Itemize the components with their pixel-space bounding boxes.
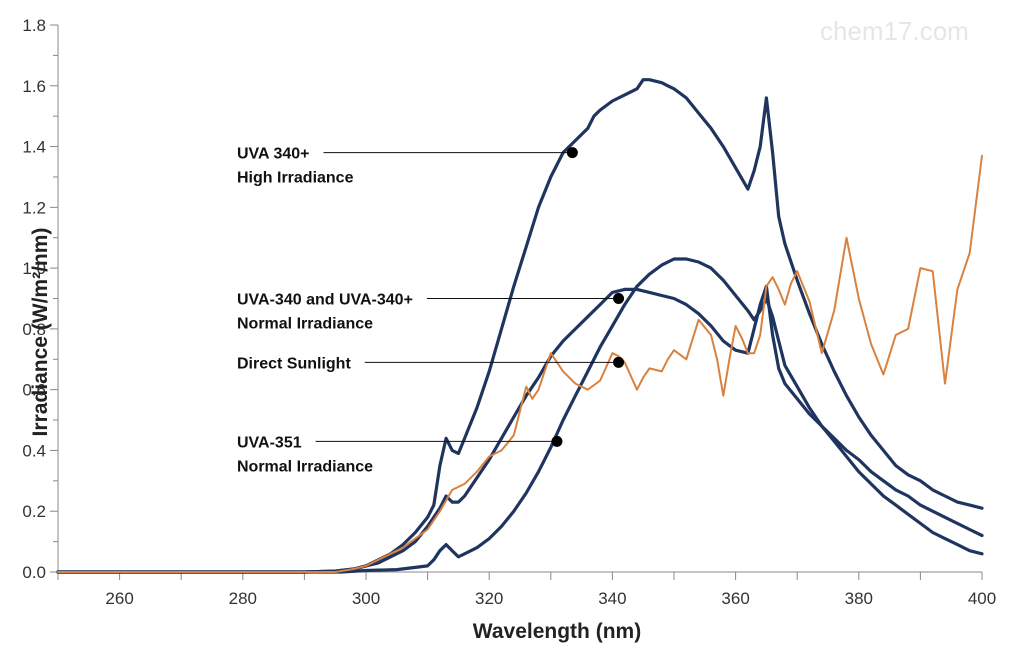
series-line-3	[56, 257, 984, 574]
y-tick-label: 0.6	[22, 381, 46, 400]
annotation-label: UVA 340+	[237, 146, 309, 163]
y-tick-label: 0.0	[22, 563, 46, 582]
annotation-layer: UVA 340+ High Irradiance UVA-340 and UVA-3…	[237, 146, 625, 475]
y-tick-label: 1.6	[22, 77, 46, 96]
series-line-4	[57, 154, 983, 573]
annotation-label: Direct Sunlight	[237, 355, 351, 372]
x-tick-label: 320	[475, 589, 503, 608]
series-layer	[56, 78, 984, 574]
y-tick-label: 0.8	[22, 320, 46, 339]
watermark: chem17.com	[820, 16, 969, 46]
annotation-label: Normal Irradiance	[237, 316, 373, 333]
y-tick-label: 0.2	[22, 502, 46, 521]
annotation-marker	[613, 356, 625, 368]
y-tick-label: 1.0	[22, 259, 46, 278]
annotation-marker	[566, 147, 578, 159]
y-tick-label: 1.2	[22, 198, 46, 217]
x-tick-label: 300	[352, 589, 380, 608]
series-line-1	[56, 78, 984, 574]
annotation-marker	[613, 293, 625, 304]
y-tick-label: 0.4	[22, 441, 46, 460]
annotation-label: High Irradiance	[237, 170, 354, 187]
annotation-label: Normal Irradiance	[237, 458, 373, 475]
x-tick-label: 400	[968, 589, 996, 608]
series-line-2	[56, 284, 984, 574]
x-tick-label: 260	[105, 589, 133, 608]
x-tick-label: 340	[598, 589, 626, 608]
x-tick-label: 380	[845, 589, 873, 608]
annotation-marker	[551, 435, 563, 447]
y-tick-label: 1.8	[22, 16, 46, 35]
y-axis-title: Irradiance (W/m²/nm)	[29, 228, 52, 437]
annotation-label: UVA-340 and UVA-340+	[237, 292, 413, 309]
x-axis-title: Wavelength (nm)	[473, 620, 641, 643]
x-tick-label: 360	[721, 589, 749, 608]
annotation-label: UVA-351	[237, 434, 302, 451]
y-tick-label: 1.4	[22, 138, 46, 157]
x-tick-label: 280	[229, 589, 257, 608]
